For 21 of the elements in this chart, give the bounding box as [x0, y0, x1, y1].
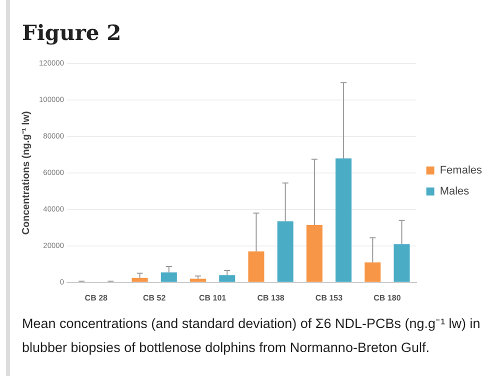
bar [248, 251, 264, 282]
bar [364, 262, 381, 282]
x-tick-label: CB 180 [374, 293, 402, 302]
chart-title: Figure 2 [22, 20, 122, 45]
bar [306, 224, 322, 282]
bar [277, 221, 294, 282]
bar [336, 158, 352, 282]
y-axis-title: Concentrations (ng.g⁻¹ lw) [20, 111, 32, 235]
bar [160, 272, 177, 282]
legend-label: Males [440, 186, 470, 198]
bar [190, 278, 206, 282]
legend-label: Females [440, 164, 482, 177]
text: Mean concentrations (and standard deviation) of Σ6 NDL-PCBs (ng.g⁻¹ lw) in blubber biopsies of bottlenose dolphins from Normanno-Breton Gulf. [22, 315, 482, 357]
bar [219, 275, 236, 282]
x-tick-label: CB 153 [315, 293, 344, 302]
x-tick-label: CB 101 [199, 293, 227, 302]
x-tick-label: CB 28 [84, 293, 108, 302]
bar [394, 244, 410, 282]
x-tick-label: CB 52 [143, 293, 166, 302]
bar [132, 278, 148, 282]
x-tick-label: CB 138 [257, 293, 285, 302]
